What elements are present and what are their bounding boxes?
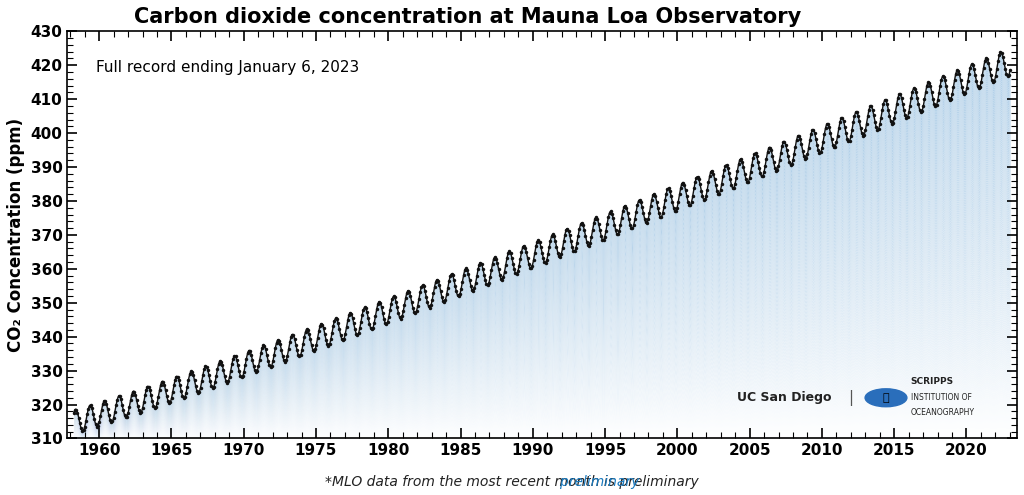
Circle shape: [865, 389, 907, 407]
Text: OCEANOGRAPHY: OCEANOGRAPHY: [910, 407, 975, 416]
Text: 🌐: 🌐: [883, 393, 889, 403]
Y-axis label: CO₂ Concentration (ppm): CO₂ Concentration (ppm): [7, 118, 25, 352]
Text: INSTITUTION OF: INSTITUTION OF: [910, 393, 972, 402]
Text: preliminary: preliminary: [385, 475, 639, 489]
Text: |: |: [848, 390, 853, 406]
Text: Carbon dioxide concentration at Mauna Loa Observatory: Carbon dioxide concentration at Mauna Lo…: [134, 7, 801, 27]
Text: UC San Diego: UC San Diego: [737, 391, 831, 404]
Text: *MLO data from the most recent month is preliminary: *MLO data from the most recent month is …: [326, 475, 698, 489]
Text: SCRIPPS: SCRIPPS: [910, 377, 953, 386]
Text: Full record ending January 6, 2023: Full record ending January 6, 2023: [96, 60, 359, 75]
